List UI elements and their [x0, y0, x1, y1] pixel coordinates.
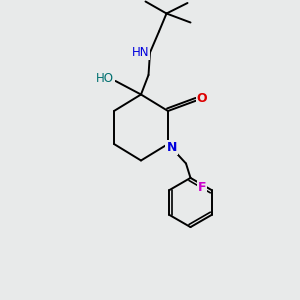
Text: F: F — [198, 181, 206, 194]
Text: HO: HO — [96, 71, 114, 85]
Text: N: N — [167, 141, 177, 154]
Text: HN: HN — [132, 46, 149, 59]
Text: O: O — [196, 92, 207, 106]
